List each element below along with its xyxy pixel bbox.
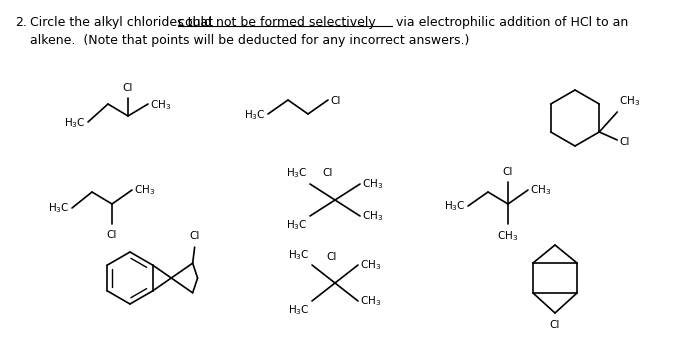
Text: 2.: 2.	[15, 16, 27, 29]
Text: CH$_3$: CH$_3$	[362, 209, 383, 223]
Text: Cl: Cl	[107, 230, 117, 240]
Text: CH$_3$: CH$_3$	[134, 183, 155, 197]
Text: CH$_3$: CH$_3$	[530, 183, 551, 197]
Text: Cl: Cl	[190, 231, 200, 241]
Text: could not be formed selectively: could not be formed selectively	[178, 16, 376, 29]
Text: via electrophilic addition of HCl to an: via electrophilic addition of HCl to an	[392, 16, 629, 29]
Text: Cl: Cl	[326, 252, 337, 262]
Text: H$_3$C: H$_3$C	[288, 303, 310, 317]
Text: CH$_3$: CH$_3$	[150, 98, 171, 112]
Text: Cl: Cl	[550, 320, 560, 330]
Text: H$_3$C: H$_3$C	[288, 248, 310, 262]
Text: H$_3$C: H$_3$C	[244, 108, 266, 122]
Text: CH$_3$: CH$_3$	[498, 229, 519, 243]
Text: CH$_3$: CH$_3$	[362, 177, 383, 191]
Text: H$_3$C: H$_3$C	[48, 201, 70, 215]
Text: Cl: Cl	[322, 168, 332, 178]
Text: H$_3$C: H$_3$C	[286, 166, 308, 180]
Text: Cl: Cl	[620, 137, 629, 147]
Text: Cl: Cl	[330, 96, 340, 106]
Text: H$_3$C: H$_3$C	[286, 218, 308, 232]
Text: alkene.  (Note that points will be deducted for any incorrect answers.): alkene. (Note that points will be deduct…	[30, 34, 470, 47]
Text: CH$_3$: CH$_3$	[360, 258, 382, 272]
Text: H$_3$C: H$_3$C	[64, 116, 86, 130]
Text: Cl: Cl	[122, 83, 133, 93]
Text: Cl: Cl	[503, 167, 513, 177]
Text: CH$_3$: CH$_3$	[620, 94, 640, 108]
Text: Circle the alkyl chlorides that: Circle the alkyl chlorides that	[30, 16, 217, 29]
Text: CH$_3$: CH$_3$	[360, 294, 382, 308]
Text: H$_3$C: H$_3$C	[444, 199, 466, 213]
